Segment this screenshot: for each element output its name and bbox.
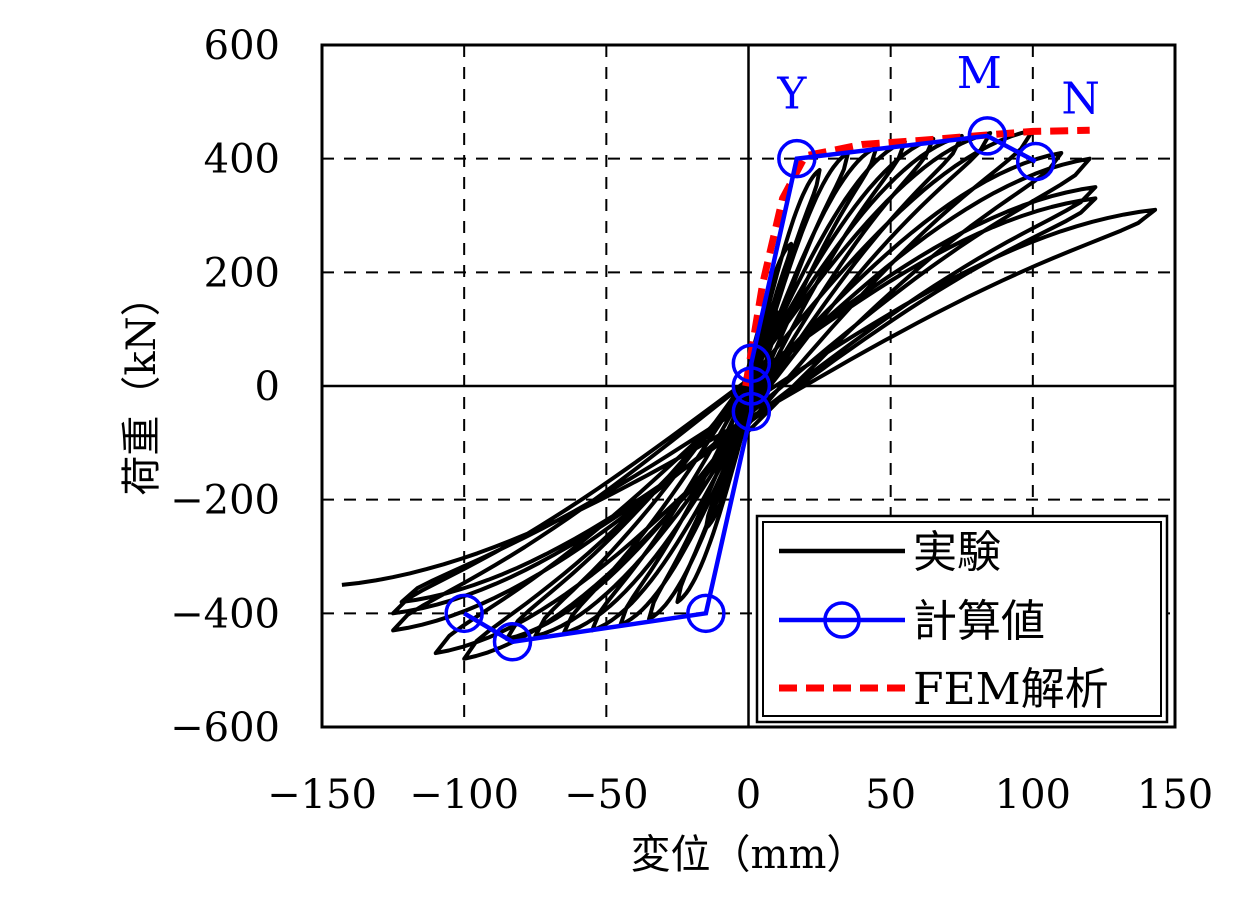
legend-inner-border — [762, 521, 1162, 717]
y-tick-label: 200 — [204, 250, 280, 296]
fem-line — [742, 126, 1090, 387]
plot-frame — [320, 43, 1177, 729]
calculated-point-marker — [731, 391, 772, 432]
y-tick-label: −400 — [170, 591, 280, 637]
legend-label: 計算値 — [913, 596, 1045, 647]
legend-marker — [823, 601, 861, 639]
calculated-point-marker — [444, 593, 484, 634]
y-axis-label: 荷重（kN） — [119, 276, 165, 495]
x-tick-label: 150 — [1137, 772, 1213, 818]
calculated-point-marker — [492, 622, 533, 662]
calculated-point-marker — [686, 593, 726, 634]
x-tick-label: −50 — [564, 772, 648, 818]
annotation-m: M — [957, 48, 1002, 99]
series-fem — [742, 126, 1090, 387]
calculated-point-marker — [731, 366, 772, 406]
calculated-point-marker — [777, 138, 817, 179]
series-calculated — [444, 116, 1056, 662]
y-tick-label: −200 — [170, 478, 280, 524]
x-axis-label: 変位（mm） — [631, 832, 867, 878]
x-tick-label: 50 — [865, 772, 916, 818]
annotation-n: N — [1061, 74, 1100, 125]
legend-outer-border — [755, 514, 1169, 724]
x-tick-label: 0 — [736, 772, 761, 818]
y-tick-label: 0 — [255, 364, 280, 410]
calculated-point-marker — [967, 116, 1008, 156]
calculated-line — [463, 133, 1037, 645]
legend-label: FEM解析 — [913, 664, 1109, 715]
legend-label: 実験 — [913, 527, 1001, 578]
x-tick-label: −100 — [409, 772, 519, 818]
y-tick-label: 600 — [204, 23, 280, 69]
y-tick-label: −600 — [170, 705, 280, 751]
calculated-point-marker — [731, 343, 772, 384]
calculated-point-marker — [1015, 141, 1056, 182]
x-tick-label: 100 — [995, 772, 1071, 818]
annotations: Y MN — [776, 48, 1100, 125]
x-tick-label: −150 — [267, 772, 377, 818]
tick-labels: −150 −100 −50 0 50 100 150 −600 −400 −200 0 200 400 6… — [170, 23, 1213, 818]
y-tick-label: 400 — [204, 137, 280, 183]
annotation-y: Y — [776, 69, 807, 120]
